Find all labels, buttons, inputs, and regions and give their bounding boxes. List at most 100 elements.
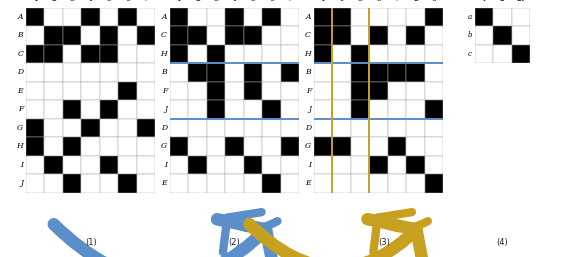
- Bar: [170, 119, 188, 137]
- Bar: [170, 100, 188, 119]
- Text: 4: 4: [88, 0, 93, 3]
- Bar: [351, 45, 369, 63]
- Bar: [314, 100, 332, 119]
- Bar: [44, 119, 63, 137]
- Bar: [281, 45, 300, 63]
- Text: (2): (2): [229, 238, 240, 247]
- Bar: [137, 156, 155, 174]
- Bar: [63, 26, 82, 45]
- Bar: [225, 174, 244, 193]
- Text: 2: 2: [413, 0, 418, 3]
- Bar: [369, 174, 388, 193]
- Bar: [388, 8, 406, 26]
- Bar: [281, 156, 300, 174]
- Bar: [207, 156, 225, 174]
- Bar: [281, 174, 300, 193]
- Bar: [63, 82, 82, 100]
- Bar: [118, 100, 137, 119]
- Bar: [262, 26, 281, 45]
- Bar: [118, 119, 137, 137]
- Bar: [82, 26, 100, 45]
- Bar: [369, 45, 388, 63]
- Bar: [314, 63, 332, 82]
- Bar: [351, 100, 369, 119]
- Bar: [44, 63, 63, 82]
- Bar: [188, 26, 207, 45]
- Bar: [137, 174, 155, 193]
- Text: A: A: [162, 13, 167, 21]
- Bar: [388, 63, 406, 82]
- Bar: [26, 137, 44, 156]
- Text: III: III: [517, 0, 525, 3]
- Bar: [244, 137, 262, 156]
- Bar: [406, 119, 425, 137]
- Bar: [388, 137, 406, 156]
- Bar: [244, 100, 262, 119]
- Bar: [82, 100, 100, 119]
- Bar: [225, 82, 244, 100]
- Bar: [26, 45, 44, 63]
- Bar: [351, 63, 369, 82]
- Bar: [44, 137, 63, 156]
- Bar: [137, 100, 155, 119]
- Text: D: D: [17, 68, 23, 77]
- Bar: [314, 45, 332, 63]
- Bar: [63, 119, 82, 137]
- Bar: [44, 45, 63, 63]
- Bar: [388, 174, 406, 193]
- Bar: [82, 137, 100, 156]
- Bar: [170, 63, 188, 82]
- Bar: [100, 100, 118, 119]
- Text: 4: 4: [232, 0, 237, 3]
- Bar: [262, 100, 281, 119]
- Text: B: B: [17, 31, 23, 40]
- Text: (4): (4): [497, 238, 508, 247]
- Bar: [118, 8, 137, 26]
- Bar: [332, 119, 351, 137]
- Bar: [225, 119, 244, 137]
- Bar: [188, 82, 207, 100]
- Text: 7: 7: [394, 0, 400, 3]
- Bar: [26, 63, 44, 82]
- Bar: [351, 26, 369, 45]
- Bar: [118, 82, 137, 100]
- Bar: [281, 82, 300, 100]
- Bar: [351, 174, 369, 193]
- Bar: [137, 82, 155, 100]
- Bar: [44, 156, 63, 174]
- Bar: [475, 45, 493, 63]
- Bar: [388, 26, 406, 45]
- Bar: [170, 26, 188, 45]
- Text: 1: 1: [33, 0, 37, 3]
- Bar: [225, 45, 244, 63]
- Bar: [332, 174, 351, 193]
- Bar: [63, 8, 82, 26]
- Bar: [369, 119, 388, 137]
- Bar: [388, 82, 406, 100]
- Text: 7: 7: [288, 0, 293, 3]
- Bar: [170, 174, 188, 193]
- Bar: [44, 8, 63, 26]
- Text: (3): (3): [378, 238, 390, 247]
- Text: (1): (1): [85, 238, 97, 247]
- Bar: [369, 82, 388, 100]
- Bar: [493, 26, 512, 45]
- Text: D: D: [161, 124, 167, 132]
- Bar: [188, 8, 207, 26]
- Bar: [188, 174, 207, 193]
- Bar: [118, 174, 137, 193]
- Bar: [425, 26, 443, 45]
- Bar: [82, 174, 100, 193]
- Bar: [332, 8, 351, 26]
- Bar: [351, 8, 369, 26]
- Bar: [281, 8, 300, 26]
- Bar: [406, 45, 425, 63]
- Bar: [493, 45, 512, 63]
- Bar: [332, 45, 351, 63]
- Bar: [351, 137, 369, 156]
- Text: 2: 2: [195, 0, 200, 3]
- Bar: [188, 137, 207, 156]
- Bar: [314, 156, 332, 174]
- Bar: [332, 100, 351, 119]
- Bar: [63, 100, 82, 119]
